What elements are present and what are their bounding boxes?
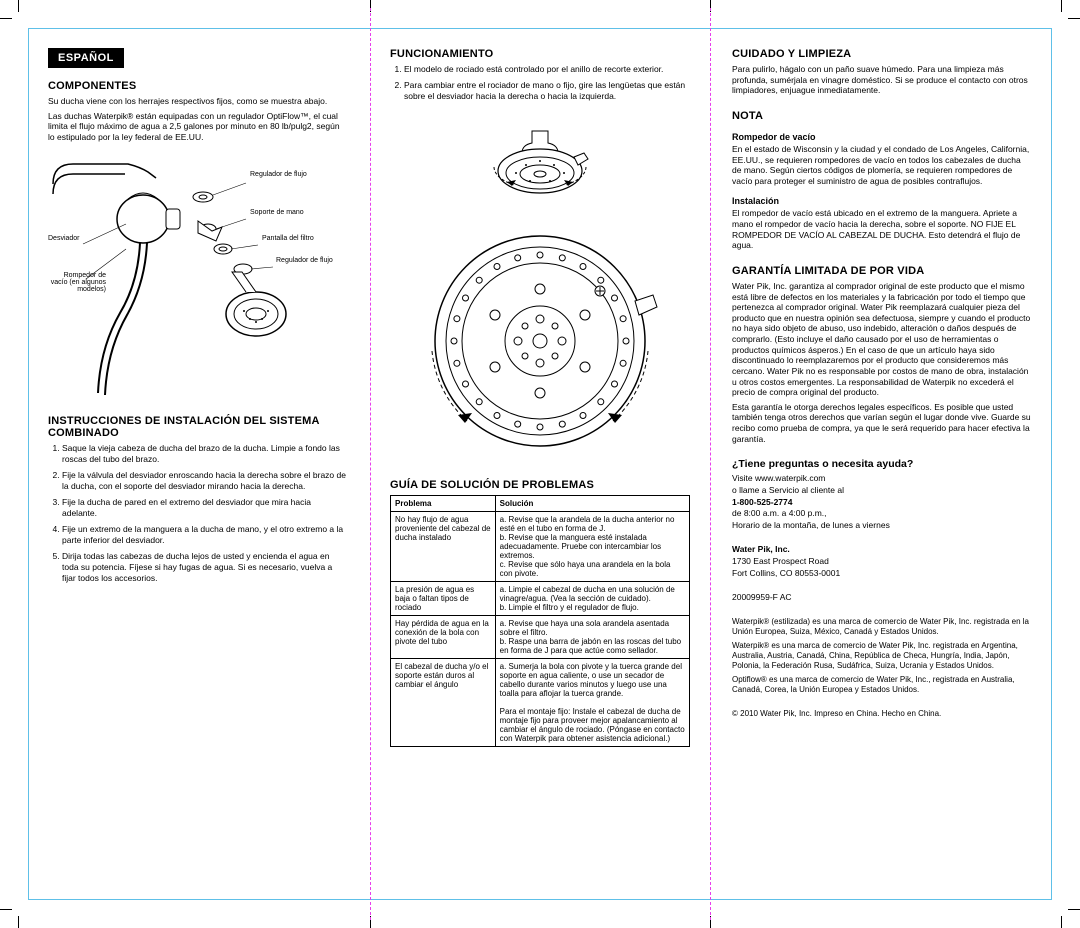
heading-nota: NOTA (732, 110, 1032, 122)
label-regulador-1: Regulador de flujo (250, 171, 307, 178)
heading-troubleshoot: GUÍA DE SOLUCIÓN DE PROBLEMAS (390, 479, 690, 491)
column-2: FUNCIONAMIENTO El modelo de rociado está… (390, 48, 690, 880)
components-p1: Su ducha viene con los herrajes respecti… (48, 96, 348, 107)
help-line: Visite www.waterpik.com (732, 473, 1032, 484)
help-hours: de 8:00 a.m. a 4:00 p.m., (732, 508, 1032, 519)
install-step: Fije un extremo de la manguera a la duch… (62, 524, 348, 546)
func-step: Para cambiar entre el rociador de mano o… (404, 80, 690, 102)
page-columns: ESPAÑOL COMPONENTES Su ducha viene con l… (48, 48, 1032, 880)
trademark-text: Optiflow® es una marca de comercio de Wa… (732, 675, 1032, 695)
showerhead-diagram (390, 111, 690, 471)
table-row: Hay pérdida de agua en la conexión de la… (391, 616, 690, 659)
showerhead-svg (390, 116, 690, 466)
company-name: Water Pik, Inc. (732, 544, 1032, 555)
nota-text-1: En el estado de Wisconsin y la ciudad y … (732, 144, 1032, 187)
nota-sub-1: Rompedor de vacío (732, 132, 1032, 142)
install-step: Fije la válvula del desviador enroscando… (62, 470, 348, 492)
components-p2: Las duchas Waterpik® están equipadas con… (48, 111, 348, 143)
help-block: ¿Tiene preguntas o necesita ayuda? Visit… (732, 458, 1032, 534)
label-soporte: Soporte de mano (250, 209, 304, 216)
label-desviador: Desviador (48, 235, 80, 242)
install-steps: Saque la vieja cabeza de ducha del brazo… (48, 443, 348, 590)
heading-warranty: GARANTÍA LIMITADA DE POR VIDA (732, 265, 1032, 277)
table-row: El cabezal de ducha y/o el soporte están… (391, 659, 690, 747)
warranty-p1: Water Pik, Inc. garantiza al comprador o… (732, 281, 1032, 398)
nota-sub-2: Instalación (732, 196, 1032, 206)
doc-code: 20009959-F AC (732, 592, 1032, 603)
troubleshoot-table: Problema Solución No hay flujo de agua p… (390, 495, 690, 747)
language-badge: ESPAÑOL (48, 48, 124, 68)
help-line: o llame a Servicio al cliente al (732, 485, 1032, 496)
label-pantalla: Pantalla del filtro (262, 235, 314, 242)
addr-line: Fort Collins, CO 80553-0001 (732, 568, 1032, 579)
help-hours: Horario de la montaña, de lunes a vierne… (732, 520, 1032, 531)
column-1: ESPAÑOL COMPONENTES Su ducha viene con l… (48, 48, 348, 880)
heading-care: CUIDADO Y LIMPIEZA (732, 48, 1032, 60)
table-row: La presión de agua es baja o faltan tipo… (391, 582, 690, 616)
install-step: Dirija todas las cabezas de ducha lejos … (62, 551, 348, 584)
install-step: Saque la vieja cabeza de ducha del brazo… (62, 443, 348, 465)
trademark-text: Waterpik® (estilizada) es una marca de c… (732, 617, 1032, 637)
column-3: CUIDADO Y LIMPIEZA Para pulirlo, hágalo … (732, 48, 1032, 880)
func-step: El modelo de rociado está controlado por… (404, 64, 690, 75)
th-solucion: Solución (495, 496, 689, 512)
help-title: ¿Tiene preguntas o necesita ayuda? (732, 458, 1032, 470)
components-diagram: Regulador de flujo Soporte de mano Panta… (48, 147, 348, 407)
install-step: Fije la ducha de pared en el extremo del… (62, 497, 348, 519)
addr-line: 1730 East Prospect Road (732, 556, 1032, 567)
heading-install: INSTRUCCIONES DE INSTALACIÓN DEL SISTEMA… (48, 415, 348, 439)
heading-funcionamiento: FUNCIONAMIENTO (390, 48, 690, 60)
func-steps: El modelo de rociado está controlado por… (390, 64, 690, 107)
copyright-text: © 2010 Water Pik, Inc. Impreso en China.… (732, 709, 1032, 719)
nota-text-2: El rompedor de vacío está ubicado en el … (732, 208, 1032, 251)
table-row: No hay flujo de agua proveniente del cab… (391, 512, 690, 582)
label-regulador-2: Regulador de flujo (276, 257, 333, 264)
label-rompedor: Rompedor de vacío (en algunos modelos) (48, 272, 106, 293)
warranty-p2: Esta garantía le otorga derechos legales… (732, 402, 1032, 445)
th-problema: Problema (391, 496, 496, 512)
trademark-text: Waterpik® es una marca de comercio de Wa… (732, 641, 1032, 671)
care-text: Para pulirlo, hágalo con un paño suave h… (732, 64, 1032, 96)
help-phone: 1-800-525-2774 (732, 497, 1032, 508)
heading-components: COMPONENTES (48, 80, 348, 92)
